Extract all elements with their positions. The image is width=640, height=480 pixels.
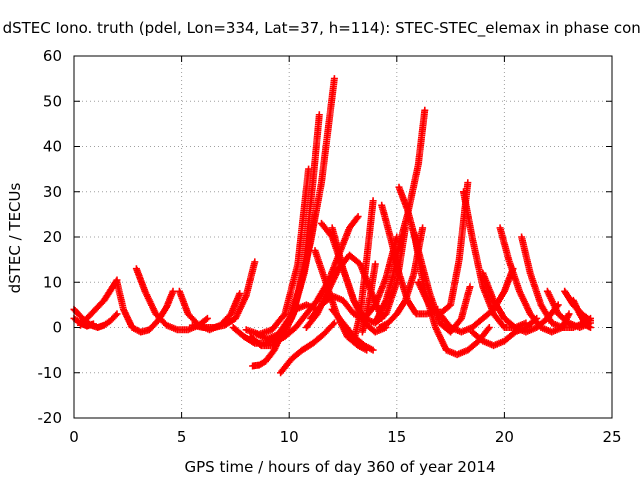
y-axis-label: dSTEC / TECUs — [6, 182, 24, 293]
x-tick-label: 15 — [387, 428, 406, 446]
y-tick-label: 50 — [43, 92, 62, 110]
series-marker-path — [242, 165, 313, 338]
series-marker-path — [350, 197, 377, 345]
x-tick-label: 5 — [177, 428, 187, 446]
y-tick-label: 60 — [43, 47, 62, 65]
y-tick-label: 40 — [43, 138, 62, 156]
x-tick-label: 25 — [602, 428, 621, 446]
series-marker-path — [460, 188, 530, 331]
series-marker-path — [188, 258, 259, 331]
series-pass-37 — [569, 296, 594, 331]
x-axis-label: GPS time / hours of day 360 of year 2014 — [185, 458, 496, 476]
series-pass-7 — [188, 258, 259, 331]
series-pass-11 — [242, 165, 313, 338]
x-tick-label: 10 — [280, 428, 299, 446]
series-marker-path — [569, 296, 594, 331]
series-pass-30 — [460, 188, 530, 331]
y-tick-label: 10 — [43, 273, 62, 291]
y-tick-label: -10 — [38, 364, 63, 382]
x-tick-label: 20 — [495, 428, 514, 446]
series-marker-path — [277, 319, 338, 377]
series-pass-3 — [77, 276, 121, 329]
series-marker-path — [113, 278, 177, 336]
series-marker-path — [358, 260, 379, 336]
y-axis-ticks: -20 -10 0 10 20 30 40 50 60 — [38, 47, 612, 427]
series-pass-4 — [113, 278, 177, 336]
y-tick-label: 20 — [43, 228, 62, 246]
x-axis-ticks: 0 5 10 15 20 25 — [69, 56, 622, 446]
series-marker-path — [77, 276, 121, 329]
series-pass-21 — [350, 197, 377, 345]
data-series — [70, 75, 594, 377]
chart-title: dSTEC Iono. truth (pdel, Lon=334, Lat=37… — [3, 19, 640, 38]
y-tick-label: 0 — [52, 319, 62, 337]
y-tick-label: 30 — [43, 183, 62, 201]
x-tick-label: 0 — [69, 428, 79, 446]
y-tick-label: -20 — [38, 409, 63, 427]
series-pass-22 — [358, 260, 379, 336]
series-pass-13 — [277, 319, 338, 377]
